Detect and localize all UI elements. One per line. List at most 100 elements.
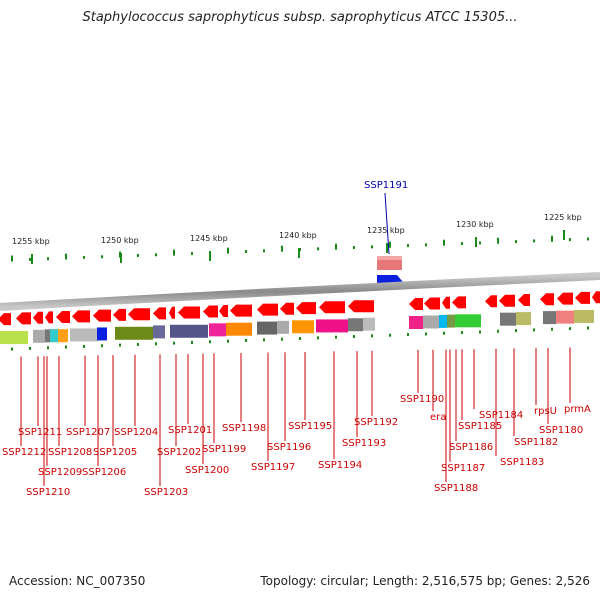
gene-band[interactable] [277, 320, 289, 334]
gene-band[interactable] [170, 324, 208, 338]
gene-arrow[interactable] [257, 303, 278, 316]
gene-label[interactable]: SSP1211 [18, 427, 62, 438]
gene-arrow[interactable] [0, 313, 11, 326]
gene-arrow[interactable] [540, 293, 554, 306]
gene-arrow[interactable] [113, 308, 126, 321]
gene-band[interactable] [348, 318, 363, 332]
gene-label[interactable]: SSP1195 [288, 421, 332, 432]
gene-arrow[interactable] [452, 296, 466, 309]
gene-label[interactable]: SSP1184 [479, 410, 523, 421]
gene-label[interactable]: SSP1188 [434, 483, 478, 494]
gene-band[interactable] [543, 311, 556, 325]
gene-label[interactable]: SSP1196 [267, 442, 311, 453]
gene-arrow[interactable] [424, 297, 440, 310]
gene-band[interactable] [409, 316, 423, 330]
gene-band[interactable] [574, 309, 594, 323]
gene-band[interactable] [45, 329, 50, 343]
gene-band[interactable] [153, 325, 165, 339]
gene-label[interactable]: SSP1180 [539, 425, 583, 436]
gene-arrow[interactable] [169, 306, 175, 319]
gene-label[interactable]: SSP1198 [222, 423, 266, 434]
gene-band[interactable] [363, 317, 375, 331]
gene-band[interactable] [556, 310, 574, 324]
gene-band[interactable] [292, 320, 314, 334]
accession-text: Accession: NC_007350 [9, 574, 146, 588]
gene-arrow[interactable] [518, 294, 530, 307]
gene-arrow[interactable] [153, 307, 166, 320]
gene-label[interactable]: SSP1183 [500, 457, 544, 468]
gene-label[interactable]: SSP1197 [251, 462, 295, 473]
gene-band[interactable] [447, 314, 455, 328]
gene-arrow[interactable] [178, 306, 200, 319]
gene-band[interactable] [226, 322, 252, 336]
gene-label[interactable]: SSP1202 [157, 447, 201, 458]
gene-arrow[interactable] [93, 309, 111, 322]
gene-arrow[interactable] [409, 298, 423, 311]
gene-label[interactable]: SSP1210 [26, 487, 70, 498]
gene-label[interactable]: SSP1186 [449, 442, 493, 453]
gc-ticks-bottom [11, 326, 589, 351]
highlight-gene-label[interactable]: SSP1191 [364, 180, 408, 191]
gene-label[interactable]: SSP1212 [2, 447, 46, 458]
gene-arrow[interactable] [203, 305, 218, 318]
gene-band[interactable] [115, 326, 153, 340]
highlight-leader-line [384, 192, 390, 255]
gene-label[interactable]: SSP1185 [458, 421, 502, 432]
gene-label[interactable]: SSP1182 [514, 437, 558, 448]
gene-band[interactable] [516, 312, 531, 326]
gene-label[interactable]: SSP1204 [114, 427, 158, 438]
gene-arrow[interactable] [219, 304, 228, 317]
gene-arrow[interactable] [499, 294, 515, 307]
map-title: Staphylococcus saprophyticus subsp. sapr… [82, 10, 518, 25]
gene-arrow[interactable] [575, 291, 590, 304]
gene-arrow[interactable] [348, 300, 374, 313]
gene-arrow[interactable] [280, 302, 294, 315]
gene-label[interactable]: SSP1205 [93, 447, 137, 458]
gene-label[interactable]: SSP1206 [82, 467, 126, 478]
gene-arrow[interactable] [230, 304, 252, 317]
gene-label[interactable]: SSP1187 [441, 463, 485, 474]
gene-band[interactable] [50, 329, 58, 343]
gene-label[interactable]: SSP1194 [318, 460, 362, 471]
gene-arrow[interactable] [319, 301, 345, 314]
gene-band[interactable] [33, 329, 45, 343]
gene-arrow[interactable] [33, 311, 43, 324]
gene-arrow[interactable] [16, 312, 31, 325]
gene-band[interactable] [0, 331, 28, 345]
gene-arrow[interactable] [296, 302, 316, 315]
gene-band[interactable] [70, 328, 98, 342]
gene-label[interactable]: SSP1200 [185, 465, 229, 476]
gene-arrow[interactable] [56, 310, 70, 323]
gene-arrow[interactable] [442, 296, 450, 309]
gene-band[interactable] [423, 315, 439, 329]
gene-label[interactable]: SSP1193 [342, 438, 386, 449]
gene-band[interactable] [500, 312, 516, 326]
gene-label[interactable]: SSP1192 [354, 417, 398, 428]
gene-label[interactable]: prmA [564, 404, 591, 415]
gene-labels: SSP1212SSP1211SSP1210SSP1209SSP1208SSP12… [2, 347, 591, 498]
gene-band[interactable] [209, 323, 226, 337]
gene-arrow[interactable] [128, 308, 150, 321]
gene-arrow[interactable] [557, 292, 573, 305]
gene-band[interactable] [316, 319, 348, 333]
gene-band[interactable] [97, 327, 107, 341]
gene-label[interactable]: SSP1209 [38, 467, 82, 478]
gene-label[interactable]: SSP1208 [48, 447, 92, 458]
gene-label[interactable]: SSP1201 [168, 425, 212, 436]
gene-track [0, 291, 600, 345]
gene-arrow[interactable] [592, 291, 600, 304]
gene-arrow[interactable] [485, 295, 497, 308]
gene-label[interactable]: SSP1203 [144, 487, 188, 498]
gene-label[interactable]: SSP1190 [400, 394, 444, 405]
gene-label[interactable]: SSP1199 [202, 444, 246, 455]
gene-band[interactable] [257, 321, 277, 335]
gene-label[interactable]: era [430, 412, 446, 423]
gene-band[interactable] [455, 314, 481, 328]
gene-label[interactable]: rpsU [534, 406, 557, 417]
gene-arrow[interactable] [45, 311, 53, 324]
gene-band[interactable] [439, 314, 447, 328]
kbp-label: 1250 kbp [101, 236, 139, 245]
gene-arrow[interactable] [72, 310, 90, 323]
gene-label[interactable]: SSP1207 [66, 427, 110, 438]
